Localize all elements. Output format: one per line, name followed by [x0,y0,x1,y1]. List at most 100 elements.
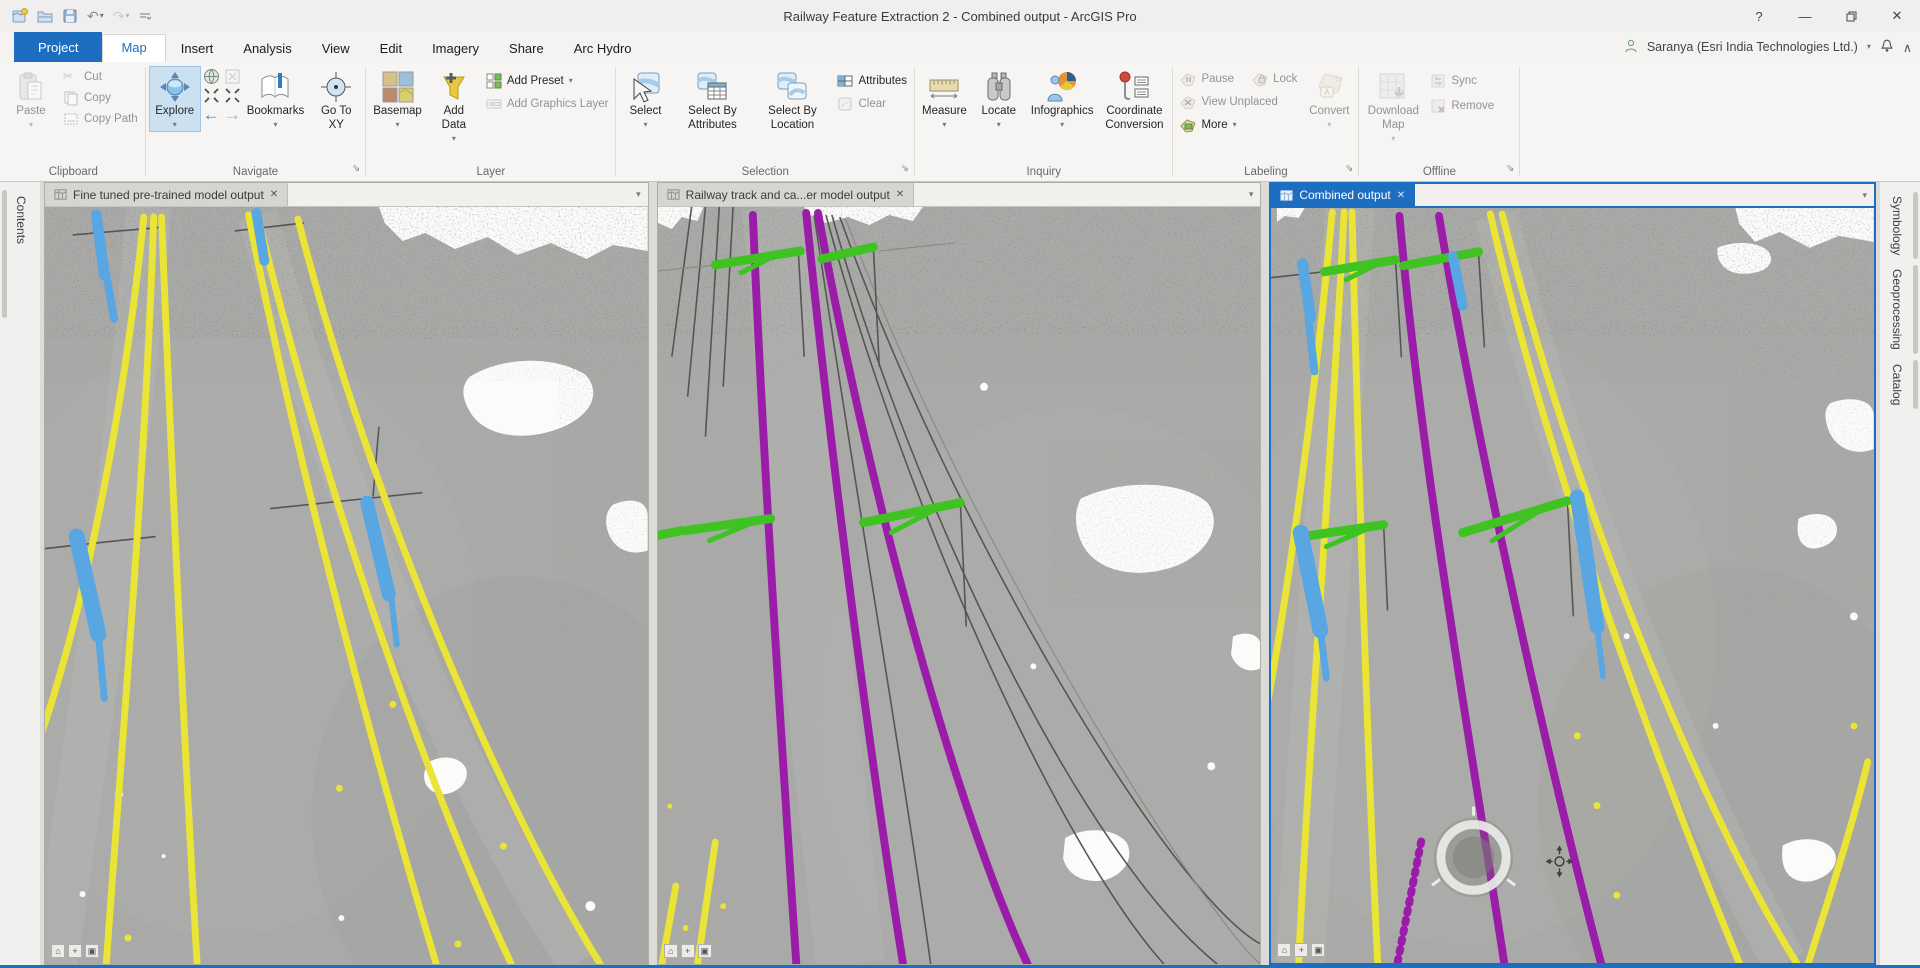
customize-qat-icon[interactable] [139,10,151,22]
add-graphics-layer-button[interactable]: Add Graphics Layer [482,93,613,114]
attributes-icon [837,73,853,89]
tab-edit[interactable]: Edit [379,41,403,56]
tab-project[interactable]: Project [14,32,103,62]
tab-insert[interactable]: Insert [180,41,214,56]
account-name[interactable]: Saranya (Esri India Technologies Ltd.) [1646,40,1858,54]
notifications-bell-icon[interactable] [1880,38,1894,56]
map-view-pane-3: Combined output ✕ ▾ [1269,182,1877,965]
group-labeling: Pause Lock View Unplaced [1173,62,1358,181]
rail-detail-lines [657,207,1261,964]
copy-path-button[interactable]: Copy Path [59,108,142,129]
save-project-icon[interactable] [62,8,78,24]
panel-tab-symbology[interactable]: Symbology [1880,192,1920,260]
map-tab-railway-track-output[interactable]: Railway track and ca...er model output ✕ [657,183,915,206]
map-tab-fine-tuned-output[interactable]: Fine tuned pre-trained model output ✕ [45,183,289,206]
railway-tracks-yellow [45,211,604,964]
explore-button[interactable]: Explore ▾ [148,66,201,132]
bookmarks-button[interactable]: Bookmarks ▾ [243,66,309,132]
measure-button[interactable]: Measure ▾ [918,66,971,132]
tab-view[interactable]: View [321,41,350,56]
tab-share[interactable]: Share [509,41,544,56]
previous-extent-icon[interactable]: ← [202,105,220,124]
restore-button[interactable] [1828,0,1874,32]
labeling-dialog-launcher-icon[interactable]: ⇘ [1344,163,1354,174]
pane2-map-canvas[interactable]: ⌂ + ▣ [657,207,1261,964]
pane1-tab-menu-caret[interactable]: ▾ [636,189,641,199]
pane1-chip-navigator[interactable]: + [68,944,82,958]
download-map-button[interactable]: Download Map ▾ [1362,66,1424,146]
open-project-icon[interactable] [37,8,53,24]
pause-labeling-button[interactable]: Pause [1176,68,1238,89]
redo-button[interactable]: ↷ ▾ [112,7,130,24]
cantilevers-green [1298,247,1573,550]
pane1-map-canvas[interactable]: ⌂ + ▣ [45,207,648,964]
basemap-button[interactable]: Basemap ▾ [369,66,426,132]
selection-dialog-launcher-icon[interactable]: ⇘ [900,163,910,174]
tab-arc-hydro[interactable]: Arc Hydro [573,41,632,56]
fixed-zoom-in-icon[interactable] [203,87,220,104]
go-to-xy-button[interactable]: Go To XY [310,66,362,136]
pane3-tab-menu-caret[interactable]: ▾ [1862,189,1868,200]
close-tab-icon[interactable]: ✕ [269,189,279,200]
clear-selection-button[interactable]: Clear [833,93,911,114]
contents-panel-thumb[interactable] [2,190,7,318]
pane3-chip-extra[interactable]: ▣ [1311,943,1326,957]
tab-analysis[interactable]: Analysis [243,41,292,56]
select-by-attributes-button[interactable]: Select By Attributes [673,66,751,136]
pane3-chip-navigator[interactable]: + [1294,943,1309,957]
coordinate-conversion-button[interactable]: Coordinate Conversion [1099,66,1169,136]
pane2-chip-navigator[interactable]: + [680,944,695,958]
linked-views-icon[interactable] [224,68,241,85]
pane1-map-graphics [45,207,648,964]
close-button[interactable]: ✕ [1891,8,1903,23]
panel-tab-geoprocessing[interactable]: Geoprocessing [1880,265,1920,355]
minimize-button[interactable]: — [1798,8,1812,24]
pane2-chip-home[interactable]: ⌂ [663,944,678,958]
undo-button[interactable]: ↶ ▾ [87,7,104,24]
pane2-tab-menu-caret[interactable]: ▾ [1248,189,1254,199]
add-preset-button[interactable]: Add Preset ▾ [482,70,613,91]
pane1-chip-extra[interactable]: ▣ [85,944,99,958]
convert-labels-button[interactable]: A Convert ▾ [1303,66,1355,132]
new-project-icon[interactable] [12,8,28,24]
pane3-tab-bar: Combined output ✕ ▾ [1271,184,1875,208]
lock-labels-button[interactable]: Lock [1248,68,1301,89]
next-extent-icon[interactable]: → [223,105,241,124]
select-button[interactable]: Select ▾ [619,66,671,132]
paste-button[interactable]: Paste ▾ [5,66,57,132]
tab-map[interactable]: Map [102,34,166,62]
close-tab-icon[interactable]: ✕ [895,189,905,200]
select-by-location-button[interactable]: Select By Location [753,66,831,136]
pane3-map-overlay-buttons: ⌂ + ▣ [1277,943,1326,957]
attributes-button[interactable]: Attributes [833,70,911,91]
panel-tab-contents[interactable]: Contents [14,196,28,245]
navigate-dialog-launcher-icon[interactable]: ⇘ [351,163,361,174]
fixed-zoom-out-icon[interactable] [224,87,241,104]
more-labeling-button[interactable]: More ▾ [1176,114,1301,135]
tab-imagery[interactable]: Imagery [432,41,480,56]
copy-button[interactable]: Copy [59,87,142,108]
map-tab-combined-output[interactable]: Combined output ✕ [1271,184,1416,206]
full-extent-icon[interactable] [203,68,220,85]
navigation-wheel[interactable] [1431,806,1517,898]
pane3-map-canvas[interactable]: ⌂ + ▣ [1271,208,1875,963]
pane1-chip-home[interactable]: ⌂ [51,944,65,958]
poles-blue [1293,250,1607,682]
offline-dialog-launcher-icon[interactable]: ⇘ [1505,163,1515,174]
window-title: Railway Feature Extraction 2 - Combined … [783,8,1137,24]
collapse-ribbon-icon[interactable]: ∧ [1902,40,1912,55]
lock-labels-icon [1252,71,1268,87]
pane3-chip-home[interactable]: ⌂ [1277,943,1292,957]
add-data-button[interactable]: Add Data ▾ [428,66,480,146]
close-tab-icon[interactable]: ✕ [1396,189,1406,201]
cut-button[interactable]: ✂ Cut [63,70,102,83]
convert-labels-icon: A [1313,71,1345,103]
sync-button[interactable]: Sync [1426,70,1498,91]
panel-tab-catalog[interactable]: Catalog [1880,360,1920,410]
pane2-chip-extra[interactable]: ▣ [697,944,712,958]
view-unplaced-button[interactable]: View Unplaced [1176,91,1301,112]
remove-download-button[interactable]: Remove [1426,95,1498,116]
help-button[interactable]: ? [1755,8,1763,24]
locate-button[interactable]: Locate ▾ [973,66,1025,132]
infographics-button[interactable]: Infographics ▾ [1027,66,1098,132]
